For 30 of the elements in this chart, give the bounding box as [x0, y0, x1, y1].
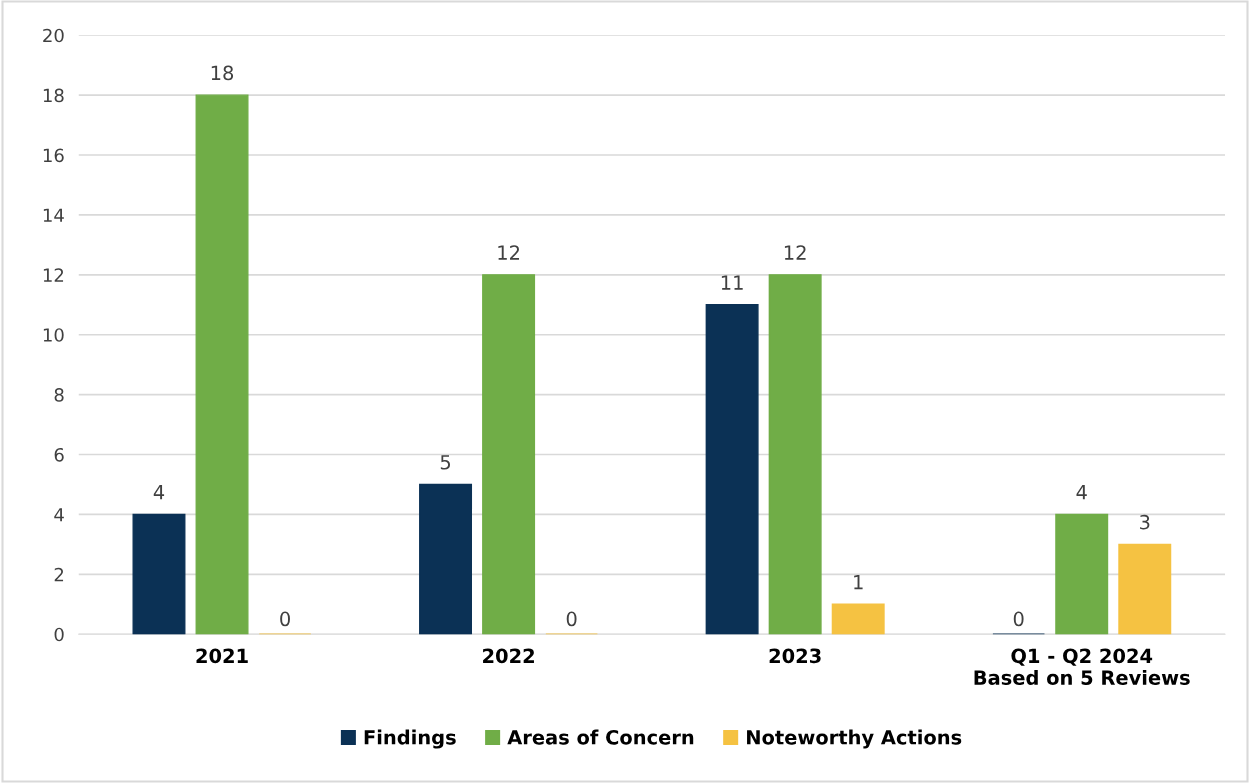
y-tick-label: 12	[43, 268, 64, 282]
data-label: 5	[440, 455, 451, 470]
y-tick-label: 2	[54, 567, 64, 582]
y-tick-label: 14	[43, 208, 64, 222]
data-label: 4	[1076, 485, 1087, 500]
data-label: 18	[211, 65, 234, 81]
y-tick-label: 4	[54, 508, 64, 522]
y-tick-label: 10	[43, 328, 64, 342]
legend-label: Noteworthy Actions	[747, 729, 962, 749]
data-label: 3	[1140, 514, 1150, 530]
x-tick-label: 2022	[483, 648, 534, 664]
data-label: 12	[498, 245, 520, 260]
data-label: 12	[784, 245, 806, 260]
x-tick-label: 2023	[769, 648, 821, 664]
y-tick-label: 8	[54, 388, 64, 402]
x-tick-label: 2021	[196, 648, 248, 664]
data-label: 1	[854, 574, 863, 590]
data-label: 11	[721, 275, 743, 290]
data-label: 0	[280, 611, 290, 627]
legend-label: Findings	[364, 729, 456, 749]
y-tick-label: 6	[54, 447, 64, 462]
y-tick-label: 18	[43, 88, 64, 103]
y-tick-label: 20	[43, 28, 64, 43]
data-label: 0	[1013, 611, 1024, 627]
data-label: 0	[566, 611, 577, 627]
x-tick-label: Q1 - Q2 2024 Based on 5 Reviews	[974, 648, 1190, 685]
y-tick-label: 16	[43, 148, 64, 163]
y-tick-label: 0	[54, 627, 64, 642]
legend-label: Areas of Concern	[507, 729, 694, 745]
data-label: 4	[153, 485, 165, 500]
